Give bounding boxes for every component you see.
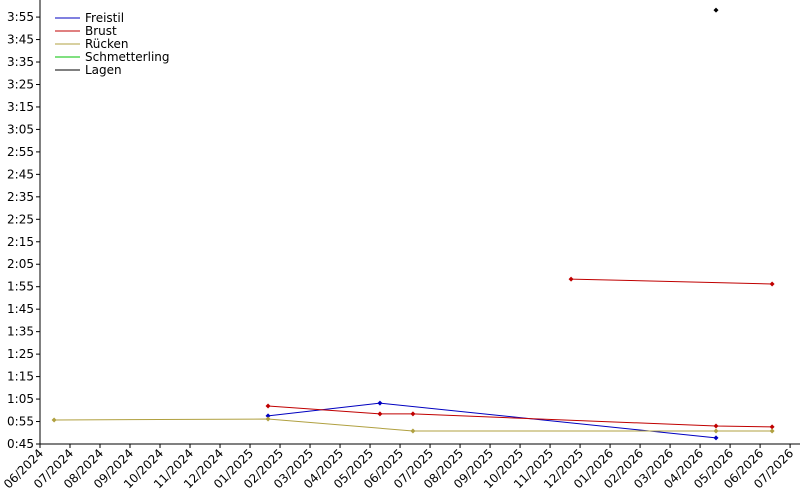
point — [713, 428, 719, 434]
point — [410, 411, 416, 417]
y-tick-label: 2:55 — [7, 145, 34, 159]
y-tick-label: 0:55 — [7, 415, 34, 429]
series-line — [571, 278, 773, 285]
point — [713, 435, 719, 441]
legend-label: Brust — [85, 24, 117, 38]
y-tick-label: 2:35 — [7, 190, 34, 204]
y-tick-label: 1:15 — [7, 370, 34, 384]
y-tick-label: 2:15 — [7, 235, 34, 249]
point — [769, 424, 775, 430]
y-tick-label: 1:45 — [7, 302, 34, 316]
y-tick-label: 2:25 — [7, 212, 34, 226]
legend-label: Freistil — [85, 11, 124, 25]
y-tick-label: 1:25 — [7, 347, 34, 361]
point — [377, 411, 383, 417]
y-tick-label: 1:35 — [7, 325, 34, 339]
legend-label: Schmetterling — [85, 50, 170, 64]
point — [410, 428, 416, 434]
point — [51, 417, 57, 423]
point — [769, 281, 775, 287]
y-tick-label: 0:45 — [7, 437, 34, 451]
y-tick-label: 3:05 — [7, 122, 34, 136]
y-tick-label: 3:35 — [7, 55, 34, 69]
y-tick-label: 1:05 — [7, 392, 34, 406]
point — [769, 428, 775, 434]
point — [265, 413, 271, 419]
y-tick-label: 1:55 — [7, 280, 34, 294]
point — [265, 403, 271, 409]
y-tick-label: 3:25 — [7, 77, 34, 91]
point — [377, 400, 383, 406]
legend-label: Lagen — [85, 63, 122, 77]
legend-label: Rücken — [85, 37, 129, 51]
point — [568, 276, 574, 282]
y-tick-label: 3:45 — [7, 33, 34, 47]
y-tick-label: 2:45 — [7, 167, 34, 181]
point — [265, 416, 271, 422]
y-tick-label: 2:05 — [7, 257, 34, 271]
y-tick-label: 3:55 — [7, 10, 34, 24]
y-tick-label: 3:15 — [7, 100, 34, 114]
point — [713, 7, 719, 13]
series-line — [267, 405, 773, 428]
point — [713, 423, 719, 429]
series-line — [267, 402, 717, 439]
